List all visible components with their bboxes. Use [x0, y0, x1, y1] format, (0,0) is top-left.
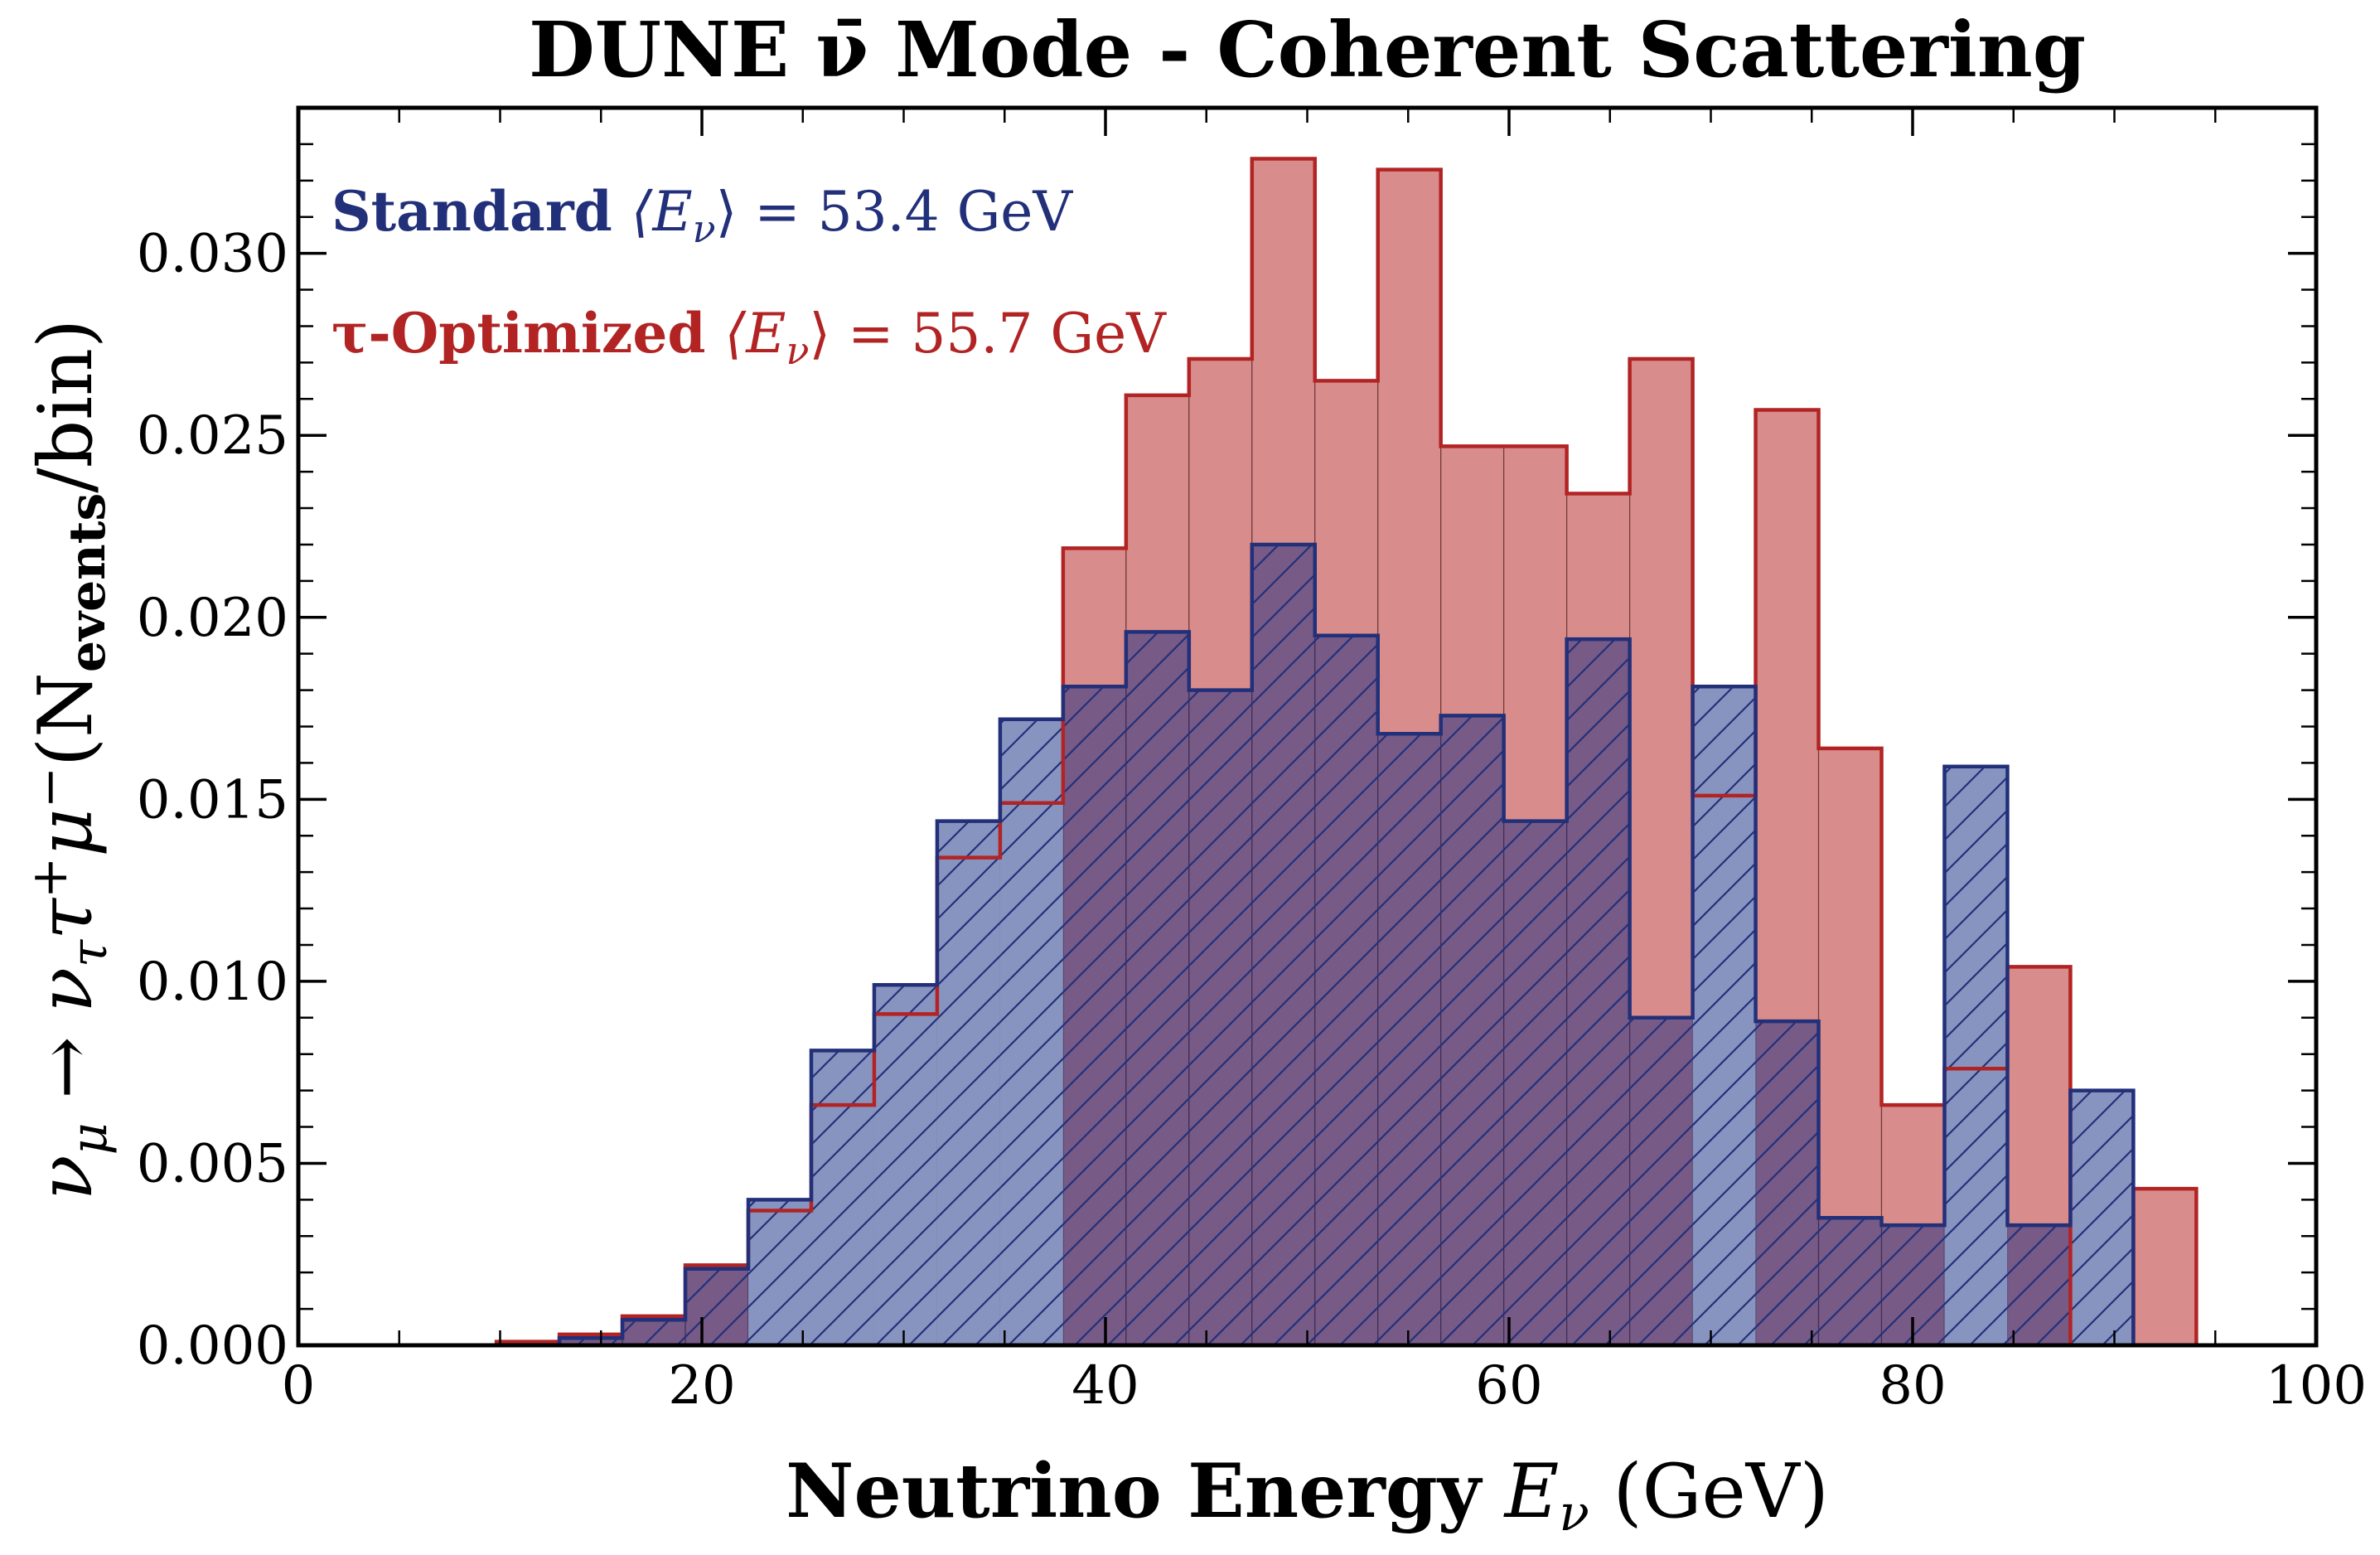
x-tick-label: 0 [282, 1355, 316, 1417]
standard-bar-hatch [1377, 734, 1441, 1345]
y-tick-label: 0.025 [137, 405, 288, 467]
x-tick-label: 20 [668, 1355, 735, 1417]
standard-outline [433, 542, 2197, 1348]
standard-bar-hatch [559, 1338, 623, 1345]
x-axis-label: Neutrino Energy Eν (GeV) [786, 1447, 1829, 1543]
standard-bar-hatch [1062, 686, 1126, 1345]
standard-bar-hatch [685, 1268, 749, 1345]
standard-bar-hatch [1629, 1017, 1693, 1345]
tau-optimized-bar [2132, 1188, 2197, 1346]
y-axis-label: νμ → νττ+μ−(Nevents/bin) [21, 319, 119, 1200]
standard-step-line [433, 542, 2197, 1348]
ticks [297, 106, 2318, 1347]
standard-bar-hatch [1818, 1218, 1882, 1345]
legend-tau-optimized: τ-Optimized ⟨Eν⟩ = 55.7 GeV [331, 301, 1167, 373]
standard-bar-hatch [1755, 1021, 1819, 1345]
standard-bar-hatch [1566, 639, 1630, 1345]
standard-bar-hatch [810, 1050, 874, 1345]
standard-bar-hatch [1314, 635, 1378, 1345]
standard-bar-hatch [1251, 544, 1315, 1345]
standard-bar-hatch [1188, 690, 1252, 1345]
y-tick-label: 0.030 [137, 224, 288, 285]
y-tick-label: 0.005 [137, 1133, 288, 1194]
standard-bar-hatch [2007, 1225, 2071, 1345]
y-tick-label: 0.020 [137, 588, 288, 649]
standard-bar-hatch [622, 1320, 686, 1345]
standard-bar-hatch [873, 985, 937, 1345]
labels: 0 20 40 60 80 100 0.000 0.005 0.010 0.015 0.020 0.0… [21, 5, 2367, 1543]
standard-bar-hatch [1125, 632, 1189, 1345]
x-tick-label: 40 [1071, 1355, 1139, 1417]
x-tick-label: 80 [1879, 1355, 1946, 1417]
legend-standard: Standard ⟨Eν⟩ = 53.4 GeV [331, 179, 1073, 251]
standard-bar-hatch [2070, 1090, 2134, 1345]
x-tick-label: 60 [1475, 1355, 1542, 1417]
y-tick-label: 0.010 [137, 952, 288, 1013]
y-tick-label: 0.000 [137, 1315, 288, 1377]
standard-bar-hatch [936, 821, 1000, 1345]
standard-bar-hatch [999, 719, 1063, 1345]
standard-bar-hatch [748, 1199, 811, 1345]
standard-bar-hatch [1503, 821, 1567, 1345]
standard-bar-hatch [1440, 715, 1504, 1345]
standard-series [559, 544, 2134, 1345]
chart-title: DUNE ν̄ Mode - Coherent Scattering [529, 5, 2086, 94]
y-tick-label: 0.015 [137, 769, 288, 831]
standard-bar-hatch [1692, 686, 1756, 1345]
x-tick-label: 100 [2266, 1355, 2367, 1417]
standard-bar-hatch [1944, 766, 2008, 1345]
